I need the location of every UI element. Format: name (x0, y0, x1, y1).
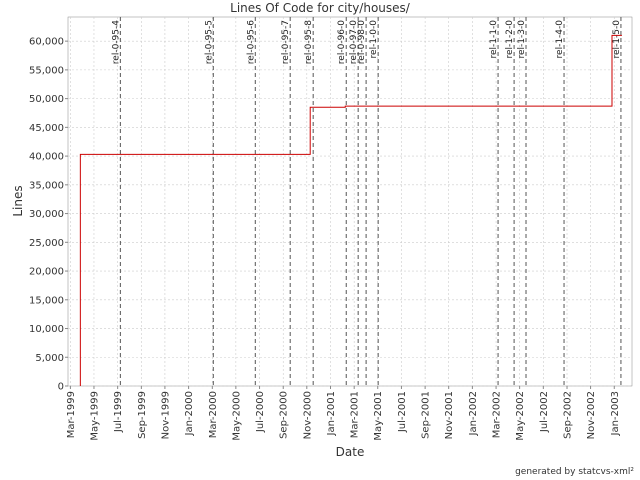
y-tick-label: 25,000 (29, 238, 64, 249)
release-label: rel-0-95-6 (246, 20, 256, 64)
x-tick-label: Mar-2000 (208, 391, 219, 438)
release-label: rel-1-1-0 (489, 20, 499, 59)
release-label: rel-0-95-4 (111, 20, 121, 64)
y-tick-label: 50,000 (29, 94, 64, 105)
x-tick-label: Nov-2000 (302, 391, 313, 439)
x-tick-label: Sep-1999 (137, 391, 148, 439)
x-tick-label: Jan-2002 (468, 391, 479, 436)
x-tick-label: Jul-1999 (113, 391, 124, 433)
y-tick-label: 0 (58, 382, 64, 393)
x-tick-label: Sep-2001 (421, 391, 432, 439)
y-tick-label: 20,000 (29, 267, 64, 278)
x-axis-label: Date (336, 445, 365, 459)
x-tick-label: May-2001 (373, 391, 384, 441)
y-axis-label: Lines (11, 185, 25, 216)
x-tick-label: Jan-2001 (326, 391, 337, 436)
release-label: rel-1-5-0 (612, 20, 622, 59)
y-tick-label: 35,000 (29, 180, 64, 191)
data-line (79, 34, 622, 386)
x-tick-label: Sep-2000 (279, 391, 290, 439)
footer: generated by statcvs-xml² (515, 467, 634, 477)
x-tick-label: Jan-2000 (184, 391, 195, 436)
y-tick-label: 45,000 (29, 123, 64, 134)
x-tick-label: Jul-2000 (255, 391, 266, 433)
x-tick-label: Nov-1999 (160, 391, 171, 439)
x-tick-label: Mar-2001 (350, 391, 361, 438)
y-tick-label: 60,000 (29, 37, 64, 48)
x-tick-label: Mar-2002 (492, 391, 503, 438)
plot-area (67, 16, 633, 387)
x-tick-label: Nov-2001 (444, 391, 455, 439)
release-label: rel-1-4-0 (555, 20, 565, 59)
x-tick-label: Sep-2002 (563, 391, 574, 439)
y-tick-label: 15,000 (29, 295, 64, 306)
x-tick-label: Nov-2002 (586, 391, 597, 439)
x-tick-label: Jul-2002 (539, 391, 550, 433)
release-label: rel-0-95-5 (204, 20, 214, 64)
x-tick-label: Mar-1999 (66, 391, 77, 438)
release-label: rel-0-97-0 (349, 20, 359, 64)
y-tick-label: 40,000 (29, 152, 64, 163)
x-tick-label: Jan-2003 (610, 391, 621, 436)
release-label: rel-0-98-0 (357, 20, 367, 64)
release-label: rel-0-96-0 (337, 20, 347, 64)
release-label: rel-1-0-0 (369, 20, 379, 59)
y-tick-label: 5,000 (35, 353, 64, 364)
release-label: rel-1-3-0 (517, 20, 527, 59)
x-tick-label: May-2000 (231, 391, 242, 441)
x-tick-label: May-1999 (89, 391, 100, 441)
y-tick-label: 55,000 (29, 65, 64, 76)
y-tick-label: 10,000 (29, 324, 64, 335)
release-label: rel-0-95-7 (281, 20, 291, 64)
y-tick-label: 30,000 (29, 209, 64, 220)
chart-title: Lines Of Code for city/houses/ (230, 1, 411, 15)
release-label: rel-0-95-8 (304, 20, 314, 64)
x-tick-label: Jul-2001 (397, 391, 408, 433)
release-label: rel-1-2-0 (505, 20, 515, 59)
x-tick-label: May-2002 (515, 391, 526, 441)
